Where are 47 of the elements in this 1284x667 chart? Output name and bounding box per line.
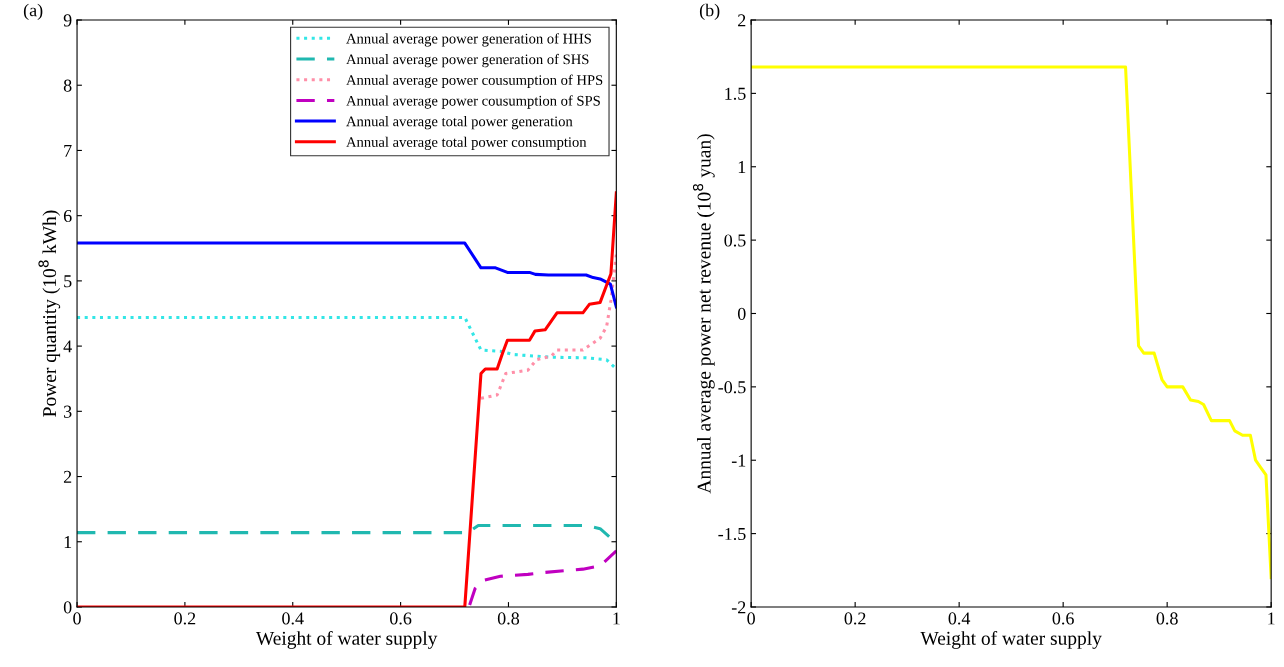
y-tick-label: 4 [63,340,72,353]
line-series [77,241,617,309]
legend-label: Annual average total power generation [346,116,573,130]
y-tick-label: -0.5 [718,381,746,394]
y-tick-label: 0 [737,307,746,320]
x-tick-label: 0.8 [1156,612,1178,625]
y-tick-label: 1 [64,536,72,549]
x-axis-title: Weight of water supply [920,630,1102,649]
y-tick-label: -1 [731,454,746,467]
line-series [479,253,617,400]
x-tick-label: 0.6 [390,612,412,625]
x-tick-label: 0.2 [174,612,196,625]
legend-label: Annual average power generation of HHS [346,33,591,47]
x-tick-label: 0.8 [497,612,520,625]
legend-label: Annual average power cousumption of SPS [346,95,600,109]
x-tick-label: 0.4 [282,612,304,625]
chart-title: (a) [23,3,43,21]
y-axis-title: Power quantity (10$^{8}$ kWh) [38,210,61,417]
legend-label: Annual average power cousumption of HPS [346,74,603,88]
x-tick-label: 0.2 [844,612,866,625]
legend-label: Annual average power generation of SHS [346,53,589,68]
chart-title: (b) [699,3,720,21]
y-tick-label: 3 [64,405,72,418]
y-tick-label: 0.5 [724,234,746,247]
x-tick-label: 0 [747,612,755,625]
line-series [468,549,617,607]
y-tick-label: 8 [63,79,72,92]
y-tick-label: -2 [731,601,746,614]
y-tick-label: 1 [738,161,746,174]
y-tick-label: 1.5 [725,87,746,100]
y-tick-label: 2 [738,14,746,27]
y-tick-label: 9 [63,14,72,27]
x-axis-title: Weight of water supply [255,630,438,649]
y-axis-title: Annual average power net revenue (10$^{8}$ yuan) [692,134,715,494]
legend-label: Annual average total power consumption [346,136,587,150]
y-tick-label: -1.5 [718,527,746,541]
y-tick-label: 0 [63,601,72,614]
y-tick-label: 2 [63,470,72,483]
y-tick-label: 7 [64,144,72,157]
line-series [751,65,1272,580]
x-tick-label: 1 [1268,612,1275,625]
y-tick-label: 6 [63,209,72,223]
x-tick-label: 0.6 [1052,612,1074,625]
y-tick-label: 5 [64,275,72,288]
x-tick-label: 1 [613,612,620,625]
x-tick-label: 0.4 [948,612,971,625]
x-tick-label: 0 [73,612,81,625]
